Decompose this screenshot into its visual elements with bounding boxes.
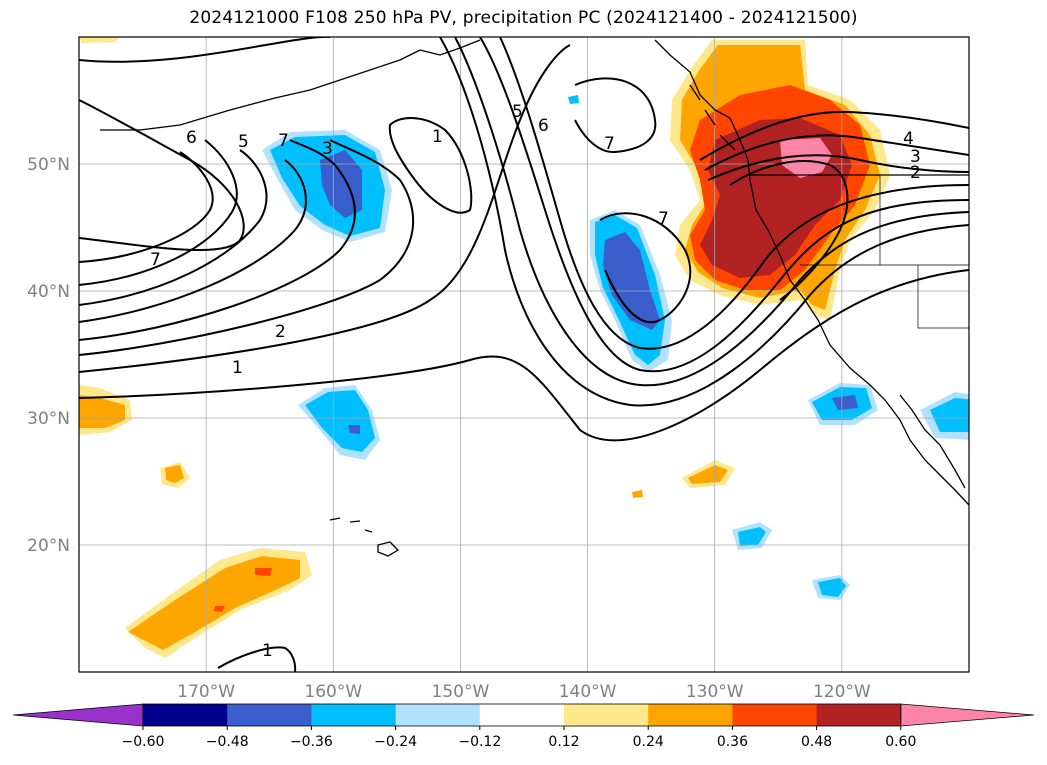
colorbar-tick-label: −0.12 xyxy=(458,734,501,750)
colorbar-tick-label: 0.24 xyxy=(633,734,664,750)
precip-neg-top-edge xyxy=(79,37,120,43)
pv-label-4-east: 4 xyxy=(903,129,914,149)
coast-baja xyxy=(899,394,966,489)
precip-anomaly-region-nw-max xyxy=(780,138,832,178)
pv-label-5-trough: 5 xyxy=(512,102,523,122)
pv-contour-east-1 xyxy=(699,110,969,161)
colorbar-segment xyxy=(732,704,818,726)
pv-label-3-east: 3 xyxy=(910,147,921,167)
colorbar-tick-label: −0.60 xyxy=(122,734,165,750)
pv-contour-3 xyxy=(79,139,356,341)
pv-contour-4 xyxy=(79,159,307,323)
colorbar-tick-label: 0.36 xyxy=(717,734,748,750)
pv-contour-trough-7 xyxy=(574,77,657,154)
coast-alaska-peninsula xyxy=(419,39,481,56)
pv-contour-6 xyxy=(79,139,238,286)
pv-label-1-south: 1 xyxy=(262,641,273,661)
longitude-label: 140°W xyxy=(559,682,617,702)
latitude-label: 40°N xyxy=(27,282,70,302)
longitude-label: 120°W xyxy=(813,682,871,702)
pv-contour-1b xyxy=(79,269,969,442)
colorbar-tick-label: −0.24 xyxy=(374,734,417,750)
pv-contours xyxy=(79,37,969,672)
coast-north-america xyxy=(654,39,969,506)
latitude-labels: 50°N 40°N 30°N 20°N xyxy=(27,155,70,556)
plot-frame xyxy=(78,36,970,673)
colorbar-tick-label: 0.12 xyxy=(548,734,579,750)
colorbar-frame xyxy=(142,703,902,727)
colorbar-segment xyxy=(143,704,228,726)
pv-label-3: 3 xyxy=(322,139,333,159)
pv-contour-2 xyxy=(79,139,415,356)
colorbar-segment xyxy=(648,704,733,726)
pv-label-1: 1 xyxy=(232,358,243,378)
colorbar-segment xyxy=(395,704,481,726)
latitude-label: 20°N xyxy=(27,536,70,556)
colorbar-tick-label: −0.48 xyxy=(206,734,249,750)
pv-label-7-lower: 7 xyxy=(658,209,669,229)
latitude-label: 30°N xyxy=(27,409,70,429)
coastlines xyxy=(100,39,969,557)
pv-label-7: 7 xyxy=(278,131,289,151)
pv-contour-trough-7b xyxy=(599,212,692,323)
coast-alaska-islands xyxy=(100,49,421,131)
pv-label-2-east: 2 xyxy=(910,163,921,183)
pv-contour-trough-3 xyxy=(439,37,969,407)
coast-hawaii xyxy=(329,517,400,557)
colorbar-tick-label: −0.36 xyxy=(290,734,333,750)
pv-contour-east-inner xyxy=(729,160,849,301)
longitude-labels: 170°W 160°W 150°W 140°W 130°W 120°W xyxy=(177,682,871,702)
pv-label-1-gulf: 1 xyxy=(432,127,443,147)
colorbar-segment xyxy=(816,704,902,726)
pv-contour-1 xyxy=(79,44,571,373)
pv-contour-trough-6 xyxy=(499,37,969,350)
longitude-label: 170°W xyxy=(177,682,235,702)
colorbar-tick-label: 0.48 xyxy=(801,734,832,750)
pv-contour-small-1 xyxy=(388,117,473,214)
coast-bc-islands xyxy=(689,84,736,151)
pv-contour-east-3 xyxy=(707,154,969,181)
longitude-label: 160°W xyxy=(304,682,362,702)
figure-title: 2024121000 F108 250 hPa PV, precipitatio… xyxy=(189,8,858,28)
colorbar-extend-max xyxy=(900,703,1035,727)
colorbar-segment xyxy=(311,704,397,726)
colorbar-extend-min xyxy=(12,703,144,727)
pv-contour-5 xyxy=(79,149,268,306)
pv-contour-labels: 6 5 7 3 7 2 1 1 5 6 7 7 4 3 2 1 xyxy=(150,102,921,661)
colorbar-segment xyxy=(564,704,649,726)
pv-label-6-trough: 6 xyxy=(538,116,549,136)
pv-contour-upper-1 xyxy=(79,37,330,63)
longitude-label: 130°W xyxy=(686,682,744,702)
pv-label-7-trough: 7 xyxy=(604,134,615,154)
border-states xyxy=(800,175,969,329)
pv-label-2: 2 xyxy=(275,322,286,342)
pv-contour-7 xyxy=(79,151,214,263)
pv-label-6: 6 xyxy=(186,128,197,148)
gridlines xyxy=(79,37,969,672)
pv-label-7-west: 7 xyxy=(150,250,161,270)
pv-contour-bottom-1 xyxy=(217,646,297,672)
colorbar-segment xyxy=(227,704,312,726)
pv-contour-trough-4 xyxy=(454,37,969,387)
pv-contour-7b xyxy=(79,99,245,251)
colorbar-segment xyxy=(479,704,565,726)
pv-contour-trough-5 xyxy=(479,37,969,373)
colorbar-tick-label: 0.60 xyxy=(885,734,916,750)
longitude-label: 150°W xyxy=(432,682,490,702)
colorbar: −0.60 −0.48 −0.36 −0.24 −0.12 0.12 0.24 0.36 0.4… xyxy=(12,703,1035,750)
latitude-label: 50°N xyxy=(27,155,70,175)
pv-label-5: 5 xyxy=(238,132,249,152)
pv-contour-east-2 xyxy=(704,134,969,171)
